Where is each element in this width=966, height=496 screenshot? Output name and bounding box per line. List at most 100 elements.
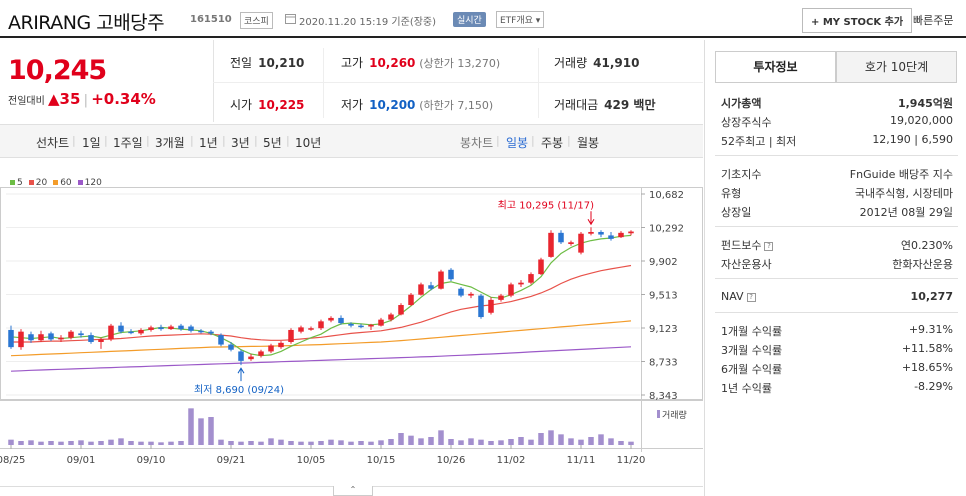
volume-bar	[468, 438, 474, 445]
candle[interactable]	[348, 323, 354, 326]
candle[interactable]	[58, 337, 64, 340]
y-tick-label: 10,292	[649, 224, 684, 235]
candle[interactable]	[198, 330, 204, 333]
candle[interactable]	[428, 285, 434, 289]
candle[interactable]	[408, 294, 414, 306]
candle[interactable]	[338, 317, 344, 324]
candle[interactable]	[388, 314, 394, 320]
candle[interactable]	[278, 342, 284, 348]
candle[interactable]	[88, 335, 94, 342]
tab-period-3m[interactable]: 3개월	[155, 136, 185, 150]
candle[interactable]	[208, 331, 214, 334]
candle[interactable]	[298, 327, 304, 332]
candle[interactable]	[548, 232, 554, 257]
candle[interactable]	[368, 324, 374, 327]
candle[interactable]	[448, 269, 454, 280]
candle[interactable]	[98, 339, 104, 342]
candle[interactable]	[328, 317, 334, 321]
candle[interactable]	[578, 233, 584, 253]
candle[interactable]	[18, 331, 24, 348]
price-chart[interactable]: 10,682 10,292 9,902 9,513 9,123 8,733 8,343 08/…	[0, 187, 703, 472]
candle[interactable]	[318, 321, 324, 329]
candle[interactable]	[118, 325, 124, 332]
nav-label: NAV	[721, 290, 744, 303]
volume-label: 거래량	[662, 409, 687, 421]
candle[interactable]	[28, 334, 34, 341]
tab-line-chart[interactable]: 선차트	[36, 136, 70, 150]
tab-weekly[interactable]: 주봉	[541, 136, 564, 150]
candle[interactable]	[38, 334, 44, 341]
candle[interactable]	[568, 242, 574, 245]
candle[interactable]	[8, 329, 14, 348]
candle[interactable]	[538, 259, 544, 275]
prev-close-value: 10,210	[258, 56, 305, 70]
tab-period-5y[interactable]: 5년	[263, 136, 282, 150]
low-annotation: 최저 8,690 (09/24)	[194, 384, 284, 396]
candle[interactable]	[178, 325, 184, 330]
candle[interactable]	[258, 351, 264, 356]
candle[interactable]	[518, 282, 524, 285]
candle[interactable]	[468, 293, 474, 296]
candle[interactable]	[478, 295, 484, 318]
help-icon[interactable]: ?	[764, 242, 774, 251]
candle[interactable]	[438, 271, 444, 289]
candle[interactable]	[248, 356, 254, 360]
volume-bar	[168, 441, 174, 445]
candle[interactable]	[268, 345, 274, 352]
candle[interactable]	[48, 333, 54, 340]
tab-monthly[interactable]: 월봉	[577, 136, 600, 150]
candle[interactable]	[148, 327, 154, 330]
candle[interactable]	[78, 333, 84, 336]
add-my-stock-button[interactable]: + MY STOCK 추가	[802, 8, 913, 33]
etf-info-button[interactable]: ETF개요 ▾	[496, 11, 545, 28]
candle[interactable]	[418, 284, 424, 295]
candle[interactable]	[558, 232, 564, 243]
candle[interactable]	[158, 327, 164, 330]
candle[interactable]	[288, 329, 294, 342]
tab-order-book[interactable]: 호가 10단계	[836, 51, 957, 83]
candle[interactable]	[188, 326, 194, 331]
volume-bar	[8, 439, 14, 445]
candle[interactable]	[358, 325, 364, 328]
tab-period-3y[interactable]: 3년	[231, 136, 250, 150]
tab-investment-info[interactable]: 투자정보	[715, 51, 836, 83]
realtime-button[interactable]: 실시간	[453, 12, 486, 27]
candle[interactable]	[628, 231, 634, 234]
quick-order-button[interactable]: 빠른주문	[913, 14, 954, 27]
chart-tabs: 선차트 | 1일 | 1주일 | 3개월 | 1년 | 3년 | 5년 | 10…	[0, 124, 703, 158]
return-value: +18.65%	[901, 361, 953, 374]
prev-close: 전일 10,210	[230, 54, 304, 71]
candle[interactable]	[228, 344, 234, 350]
candle[interactable]	[498, 295, 504, 300]
candle[interactable]	[238, 351, 244, 361]
candle[interactable]	[308, 328, 314, 330]
volume-bar	[268, 438, 274, 445]
candle[interactable]	[528, 274, 534, 283]
tab-period-1d[interactable]: 1일	[82, 136, 101, 150]
candle[interactable]	[218, 335, 224, 345]
candle[interactable]	[128, 331, 134, 334]
candle[interactable]	[68, 331, 74, 338]
candle[interactable]	[108, 325, 114, 340]
candle[interactable]	[378, 319, 384, 326]
tab-daily[interactable]: 일봉	[506, 136, 529, 150]
tab-candle-chart[interactable]: 봉차트	[460, 136, 494, 150]
x-tick-label: 11/11	[567, 455, 596, 466]
candle[interactable]	[508, 284, 514, 296]
candle[interactable]	[458, 288, 464, 296]
candle[interactable]	[488, 299, 494, 313]
candle[interactable]	[598, 231, 604, 235]
candle[interactable]	[608, 235, 614, 239]
candle[interactable]	[618, 232, 624, 238]
tab-period-10y[interactable]: 10년	[295, 136, 322, 150]
chevron-up-icon[interactable]: ⌃	[333, 486, 373, 496]
tab-period-1y[interactable]: 1년	[199, 136, 218, 150]
volume-bar	[158, 442, 164, 445]
volume-bar	[358, 441, 364, 445]
candle[interactable]	[138, 329, 144, 334]
tab-period-1w[interactable]: 1주일	[113, 136, 143, 150]
help-icon[interactable]: ?	[746, 293, 756, 302]
candle[interactable]	[168, 326, 174, 330]
candle[interactable]	[398, 305, 404, 315]
candle[interactable]	[588, 231, 594, 234]
